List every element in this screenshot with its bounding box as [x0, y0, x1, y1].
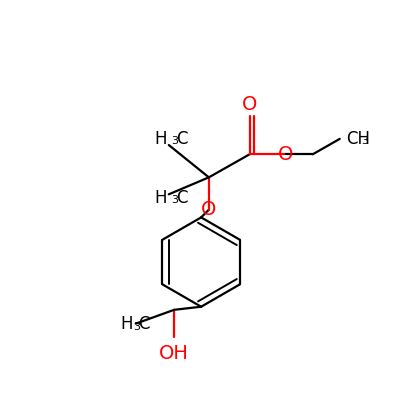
Text: O: O: [201, 200, 216, 219]
Text: 3: 3: [171, 196, 178, 206]
Text: O: O: [242, 95, 257, 114]
Text: OH: OH: [159, 344, 189, 364]
Text: H: H: [155, 130, 167, 148]
Text: 3: 3: [171, 136, 178, 146]
Text: O: O: [278, 145, 294, 164]
Text: H: H: [155, 189, 167, 207]
Text: CH: CH: [346, 130, 370, 148]
Text: C: C: [176, 130, 187, 148]
Text: H: H: [120, 315, 133, 333]
Text: 3: 3: [133, 322, 140, 332]
Text: C: C: [176, 189, 187, 207]
Text: 3: 3: [361, 136, 368, 146]
Text: C: C: [138, 315, 150, 333]
